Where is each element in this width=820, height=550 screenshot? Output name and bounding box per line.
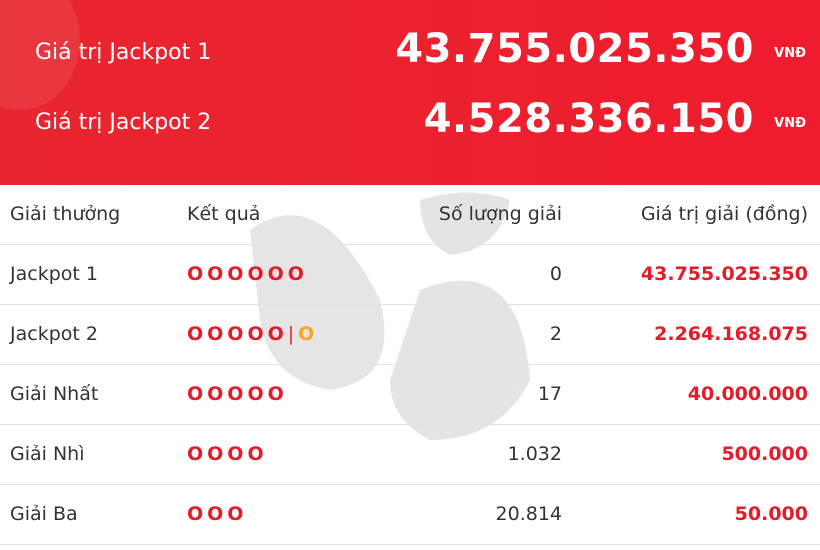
prize-name: Giải Nhì (10, 443, 85, 465)
result: OOOO (187, 443, 268, 465)
jackpot-row: Giá trị Jackpot 1 43.755.025.350 VNĐ (0, 22, 820, 82)
jackpot-header: Giá trị Jackpot 1 43.755.025.350 VNĐ Giá… (0, 0, 820, 185)
prize-count: 1.032 (507, 443, 562, 465)
prize-count: 0 (549, 263, 562, 285)
prize-name: Jackpot 1 (10, 263, 98, 285)
jackpot-unit: VNĐ (774, 46, 806, 61)
jackpot-unit: VNĐ (774, 116, 806, 131)
table-row: Giải Nhất OOOOO 17 40.000.000 (0, 365, 820, 425)
table-row: Jackpot 2 OOOOO|O 2 2.264.168.075 (0, 305, 820, 365)
special-ball: O (298, 323, 319, 345)
column-header: Giải thưởng (10, 203, 121, 225)
prize-name: Giải Ba (10, 503, 78, 525)
column-header: Kết quả (187, 203, 261, 225)
jackpot-label: Giá trị Jackpot 1 (35, 40, 212, 65)
result-balls: OOO (187, 503, 248, 525)
prize-value: 43.755.025.350 (640, 263, 808, 285)
prize-count: 2 (549, 323, 562, 345)
column-header: Giá trị giải (đồng) (640, 203, 808, 225)
jackpot-value: 43.755.025.350 (395, 26, 754, 72)
prize-value: 50.000 (734, 503, 808, 525)
result-balls: OOOOO (187, 323, 288, 345)
result: OOO (187, 503, 247, 525)
table-row: Giải Ba OOO 20.814 50.000 (0, 485, 820, 545)
result: OOOOO (187, 383, 288, 405)
table-header: Giải thưởng Kết quả Số lượng giải Giá tr… (0, 185, 820, 245)
jackpot-row: Giá trị Jackpot 2 4.528.336.150 VNĐ (0, 92, 820, 152)
result-balls: OOOOO (187, 383, 288, 405)
results-table: Giải thưởng Kết quả Số lượng giải Giá tr… (0, 185, 820, 545)
result: OOOOO|O (187, 323, 318, 345)
prize-count: 17 (537, 383, 562, 405)
result-balls: OOOOOO (187, 263, 308, 285)
prize-name: Giải Nhất (10, 383, 99, 405)
jackpot-value: 4.528.336.150 (423, 96, 754, 142)
separator: | (287, 323, 299, 345)
table-row: Giải Nhì OOOO 1.032 500.000 (0, 425, 820, 485)
result: OOOOOO (187, 263, 308, 285)
prize-value: 2.264.168.075 (654, 323, 808, 345)
prize-value: 500.000 (721, 443, 808, 465)
prize-value: 40.000.000 (687, 383, 808, 405)
table-row: Jackpot 1 OOOOOO 0 43.755.025.350 (0, 245, 820, 305)
prize-name: Jackpot 2 (10, 323, 98, 345)
result-balls: OOOO (187, 443, 268, 465)
jackpot-label: Giá trị Jackpot 2 (35, 110, 212, 135)
column-header: Số lượng giải (438, 203, 562, 225)
prize-count: 20.814 (495, 503, 562, 525)
